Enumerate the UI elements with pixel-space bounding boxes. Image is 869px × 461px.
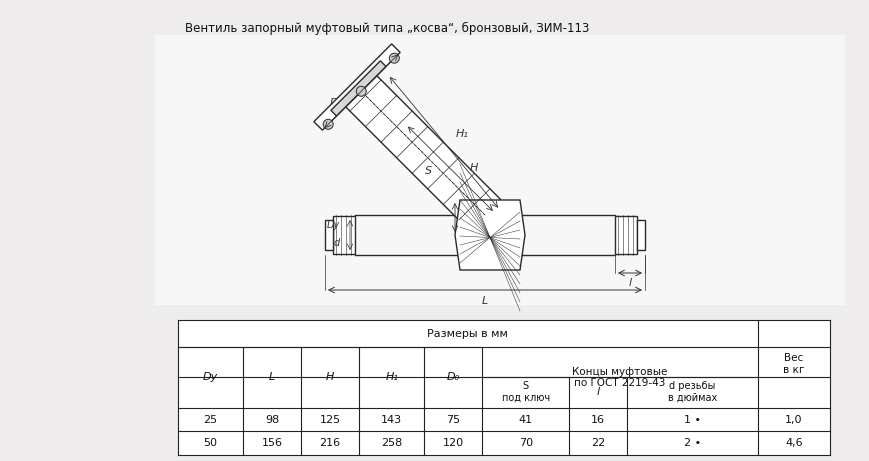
Text: l: l	[627, 278, 631, 288]
Text: 75: 75	[446, 414, 460, 425]
Text: 1 •: 1 •	[683, 414, 700, 425]
Bar	[325, 220, 333, 250]
Text: S: S	[424, 166, 431, 176]
Text: 4,6: 4,6	[784, 438, 802, 448]
Text: Dy: Dy	[327, 220, 340, 230]
Text: 25: 25	[203, 414, 217, 425]
Text: 216: 216	[319, 438, 341, 448]
Text: D₀: D₀	[329, 98, 342, 108]
Text: 50: 50	[203, 438, 217, 448]
Text: H₁: H₁	[385, 372, 398, 382]
Polygon shape	[345, 76, 500, 230]
Circle shape	[355, 86, 366, 96]
Text: H: H	[469, 163, 478, 173]
Bar	[636, 220, 644, 250]
Text: 41: 41	[518, 414, 532, 425]
Text: L: L	[269, 372, 275, 382]
Circle shape	[388, 53, 399, 63]
Text: Концы муфтовые
по ГОСТ 2219-43: Концы муфтовые по ГОСТ 2219-43	[572, 366, 667, 388]
Text: 125: 125	[319, 414, 341, 425]
FancyBboxPatch shape	[155, 35, 844, 305]
Text: 258: 258	[381, 438, 401, 448]
Text: S
под ключ: S под ключ	[501, 381, 549, 403]
Text: D₀: D₀	[446, 372, 460, 382]
Text: H: H	[326, 372, 334, 382]
Text: 16: 16	[591, 414, 605, 425]
Circle shape	[322, 119, 333, 130]
Text: 156: 156	[262, 438, 282, 448]
Text: 1,0: 1,0	[784, 414, 801, 425]
Text: l: l	[596, 387, 599, 397]
Text: Вентиль запорный муфтовый типа „косва“, бронзовый, ЗИМ-113: Вентиль запорный муфтовый типа „косва“, …	[185, 22, 588, 35]
Text: Dу: Dу	[202, 372, 218, 382]
Polygon shape	[454, 200, 524, 270]
Bar	[614, 216, 636, 254]
Text: H₁: H₁	[455, 129, 468, 139]
Bar	[178, 320, 829, 455]
Text: 98: 98	[265, 414, 279, 425]
Text: 143: 143	[381, 414, 401, 425]
Text: L: L	[481, 296, 488, 306]
Polygon shape	[314, 44, 400, 130]
Text: Вес
в кг: Вес в кг	[782, 353, 804, 375]
Text: Размеры в мм: Размеры в мм	[427, 329, 507, 338]
Text: d: d	[334, 238, 340, 248]
Text: 120: 120	[442, 438, 463, 448]
Bar	[333, 216, 355, 254]
Text: d резьбы
в дюймах: d резьбы в дюймах	[667, 381, 716, 403]
Text: 70: 70	[518, 438, 532, 448]
Polygon shape	[330, 61, 386, 116]
Text: 22: 22	[590, 438, 605, 448]
Text: 2 •: 2 •	[683, 438, 700, 448]
